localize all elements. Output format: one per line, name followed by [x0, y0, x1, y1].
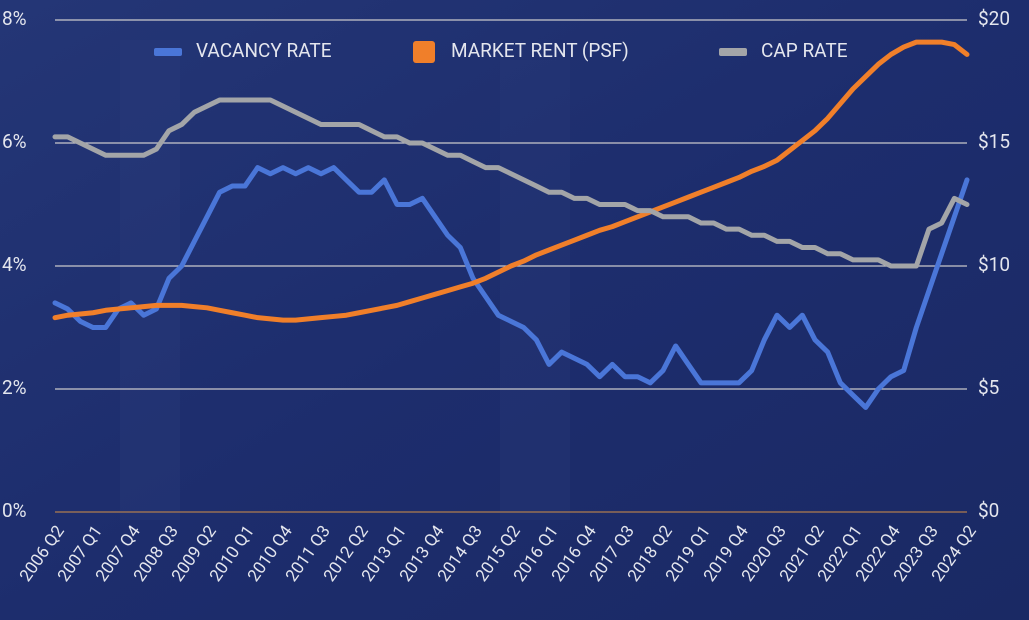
- series-line: [52, 97, 970, 269]
- legend-label: CAP RATE: [761, 39, 848, 62]
- y2-tick-label: $5: [978, 376, 999, 399]
- legend-label: MARKET RENT (PSF): [451, 39, 629, 62]
- y-tick-label: 0%: [2, 499, 27, 522]
- y-tick-label: 6%: [2, 130, 27, 153]
- y2-tick-label: $20: [978, 7, 1010, 30]
- y-tick-label: 4%: [2, 253, 27, 276]
- backdrop: [500, 60, 570, 520]
- legend-label: VACANCY RATE: [196, 39, 332, 62]
- series-line: [52, 165, 970, 410]
- legend-swatch: [413, 41, 435, 63]
- y2-tick-label: $10: [978, 253, 1010, 276]
- y-tick-label: 8%: [2, 7, 27, 30]
- y2-tick-label: $15: [978, 130, 1010, 153]
- series-line: [52, 39, 970, 323]
- legend-swatch: [719, 48, 747, 56]
- y-tick-label: 2%: [2, 376, 27, 399]
- y2-tick-label: $0: [978, 499, 999, 522]
- legend-swatch: [154, 48, 182, 56]
